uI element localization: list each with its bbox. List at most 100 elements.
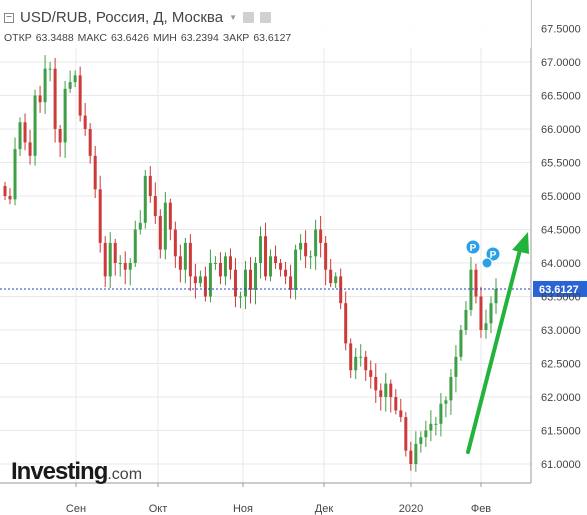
- y-tick-label: 67.0000: [541, 57, 581, 69]
- candle-body: [198, 276, 202, 284]
- candle-body: [13, 149, 17, 200]
- candle-body: [419, 437, 423, 444]
- high-value: 63.6426: [111, 32, 149, 44]
- candle-body: [374, 376, 378, 391]
- candle-body: [143, 175, 147, 223]
- close-value: 63.6127: [253, 32, 292, 44]
- title-row: − USD/RUB, Россия, Д, Москва ▼: [4, 9, 271, 26]
- chart-header: − USD/RUB, Россия, Д, Москва ▼ ОТКР 63.3…: [0, 0, 531, 48]
- candle-body: [83, 115, 87, 129]
- y-tick-label: 61.0000: [541, 459, 581, 471]
- candle-body: [344, 303, 348, 344]
- candle-body: [228, 256, 232, 270]
- candles: [3, 55, 498, 472]
- candle-body: [148, 175, 152, 196]
- candle-body: [53, 68, 57, 129]
- candle-body: [304, 242, 308, 257]
- candle-body: [78, 75, 82, 116]
- settings-icon[interactable]: [243, 12, 254, 23]
- y-tick-label: 65.5000: [541, 158, 581, 170]
- candle-body: [404, 417, 408, 451]
- y-tick-label: 62.0000: [541, 392, 581, 404]
- chevron-down-icon[interactable]: ▼: [229, 13, 237, 22]
- candle-body: [464, 309, 468, 330]
- candle-body: [369, 370, 373, 377]
- candle-body: [439, 403, 443, 424]
- candle-body: [309, 256, 313, 258]
- candle-body: [409, 450, 413, 464]
- candle-body: [349, 343, 353, 371]
- y-tick-label: 64.5000: [541, 225, 581, 237]
- candle-body: [329, 269, 333, 284]
- candle-body: [254, 263, 258, 290]
- candle-body: [3, 185, 7, 196]
- candle-body: [68, 82, 72, 89]
- candle-body: [299, 242, 303, 250]
- candle-body: [48, 68, 52, 70]
- last-price-label: 63.6127: [539, 284, 579, 296]
- event-marker: [465, 239, 481, 255]
- brand-suffix: .com: [107, 466, 143, 483]
- x-tick-label: Сен: [66, 503, 86, 515]
- candle-body: [259, 236, 263, 263]
- candle-body: [479, 296, 483, 330]
- candle-body: [339, 276, 343, 304]
- candle-body: [454, 356, 458, 377]
- candle-body: [23, 122, 27, 143]
- candle-body: [163, 202, 167, 250]
- candle-body: [474, 269, 478, 297]
- candle-body: [494, 288, 498, 304]
- candle-body: [294, 249, 298, 290]
- event-marker: [485, 246, 501, 262]
- investing-logo: Investing.com: [11, 458, 142, 486]
- candle-body: [449, 376, 453, 401]
- y-tick-label: 63.5000: [541, 292, 581, 304]
- candle-body: [384, 383, 388, 397]
- candle-body: [269, 256, 273, 277]
- candle-body: [319, 229, 323, 243]
- y-tick-label: 64.0000: [541, 258, 581, 270]
- candle-body: [334, 276, 338, 284]
- candle-body: [33, 95, 37, 156]
- candle-body: [188, 242, 192, 277]
- event-marker: [481, 257, 493, 269]
- y-tick-label: 66.0000: [541, 124, 581, 136]
- candle-body: [8, 196, 12, 200]
- close-icon[interactable]: [260, 12, 271, 23]
- candle-body: [58, 129, 62, 143]
- candle-body: [218, 263, 222, 277]
- event-marker-label: P: [490, 250, 497, 261]
- high-label: МАКС: [77, 32, 108, 44]
- candle-body: [138, 222, 142, 230]
- candle-body: [484, 323, 488, 330]
- candle-body: [43, 68, 47, 103]
- chart-overlay: 63.6127 P P: [0, 232, 587, 454]
- candle-body: [238, 296, 242, 298]
- candle-body: [118, 263, 122, 264]
- event-marker-label: P: [470, 243, 477, 254]
- candle-body: [394, 397, 398, 411]
- candle-body: [459, 330, 463, 357]
- candle-body: [248, 269, 253, 290]
- candle-body: [243, 269, 247, 297]
- candle-body: [264, 236, 268, 277]
- candle-body: [108, 242, 112, 277]
- candle-body: [279, 263, 283, 270]
- y-tick-label: 61.5000: [541, 426, 581, 438]
- candle-body: [233, 269, 237, 297]
- candle-body: [274, 256, 278, 263]
- collapse-icon[interactable]: −: [4, 12, 14, 23]
- x-tick-label: Фев: [471, 503, 491, 515]
- open-value: 63.3488: [35, 32, 74, 44]
- trend-arrow-head: [512, 232, 529, 254]
- candle-body: [364, 356, 368, 371]
- candle-body: [98, 189, 102, 243]
- ohlc-row: ОТКР 63.3488 МАКС 63.6426 МИН 63.2394 ЗА…: [4, 32, 291, 44]
- candle-body: [359, 356, 363, 358]
- y-tick-label: 62.5000: [541, 359, 581, 371]
- candle-body: [289, 276, 293, 290]
- candle-body: [113, 242, 117, 263]
- candle-body: [73, 75, 77, 83]
